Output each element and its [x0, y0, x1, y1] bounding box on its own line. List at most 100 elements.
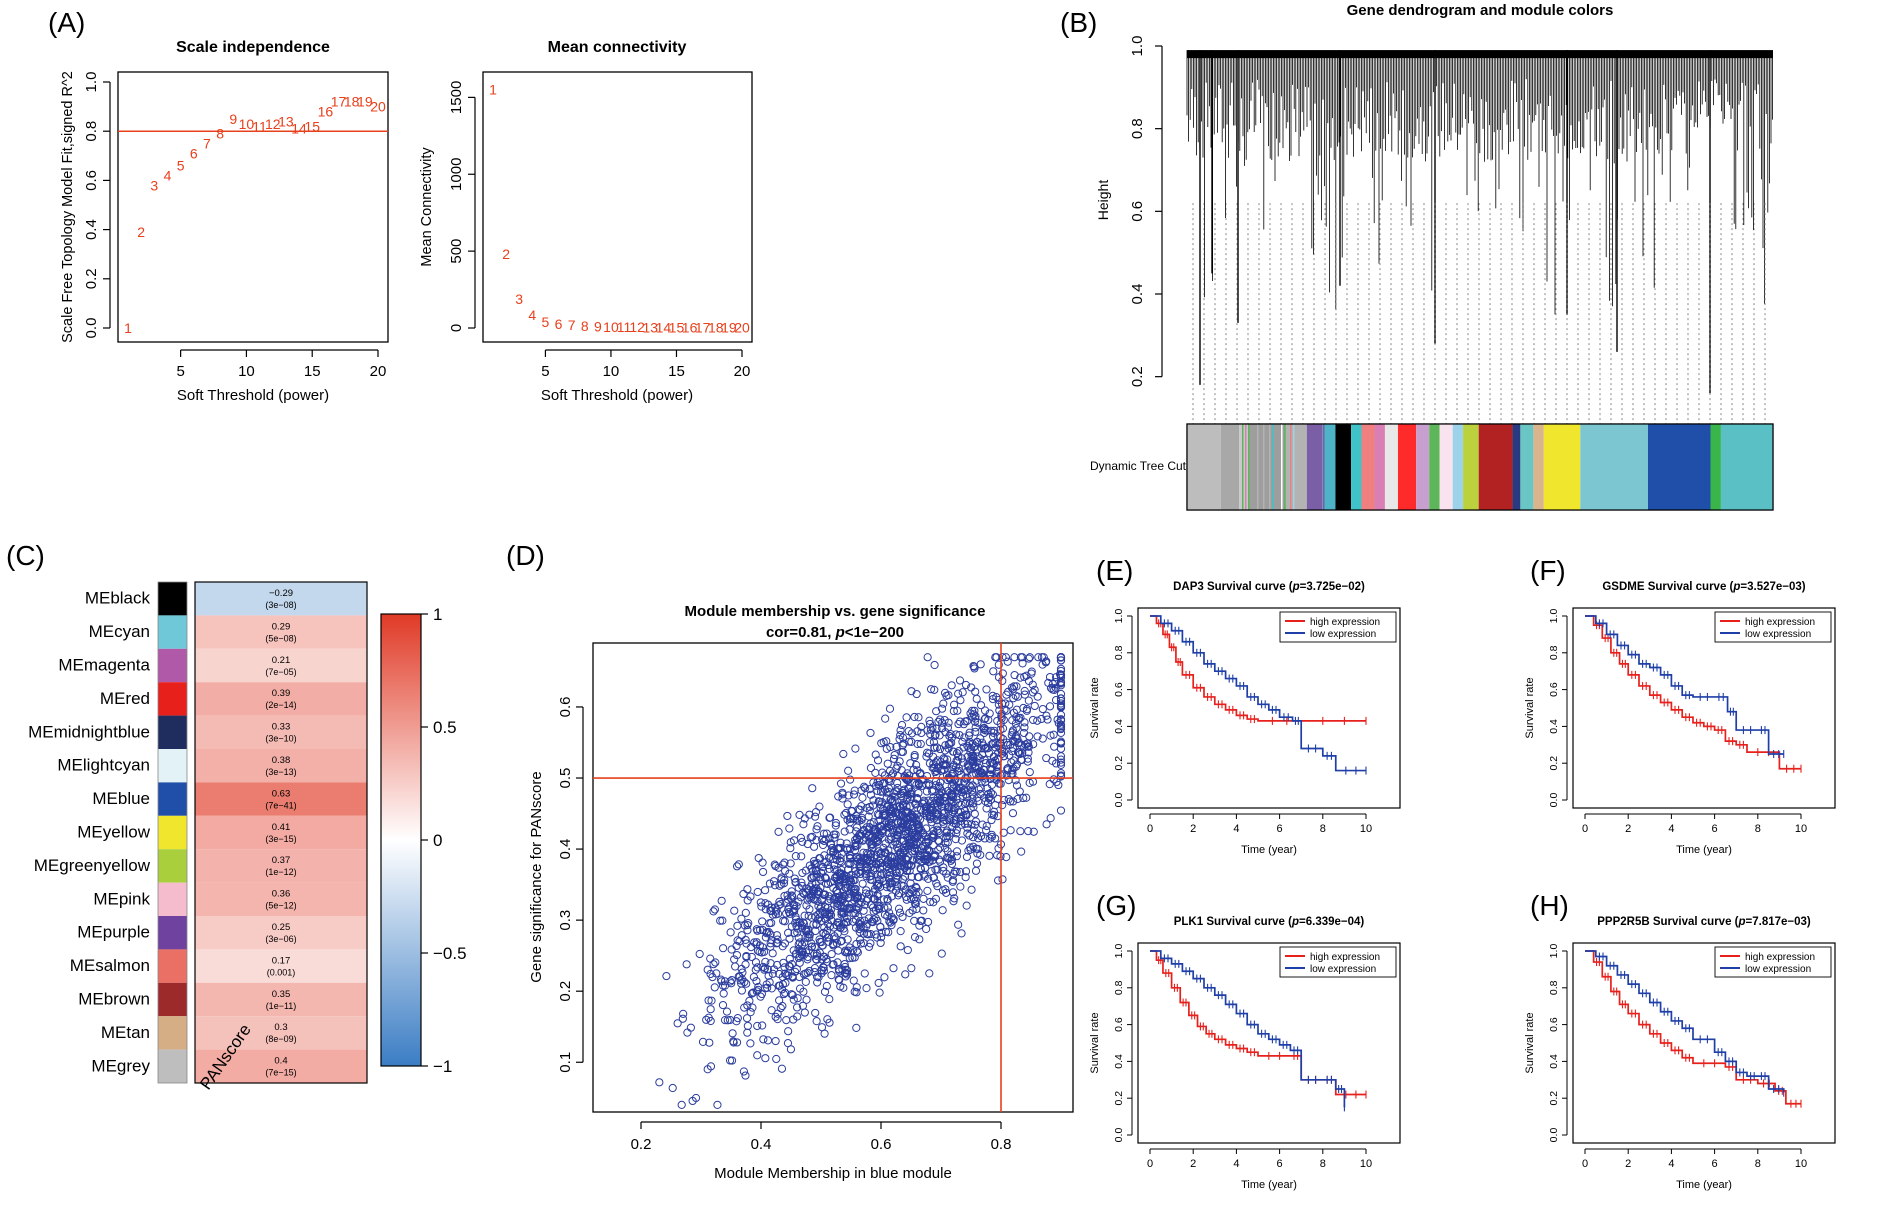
row-label: MEblue: [92, 789, 150, 808]
scatter-point: [935, 731, 944, 740]
chart-title: DAP3 Survival curve (p=3.725e−02): [1173, 581, 1365, 593]
scatter-point: [856, 939, 866, 948]
scatter-point: [894, 826, 904, 835]
scatter-point: [950, 867, 959, 876]
point-label: 17: [695, 320, 711, 336]
module-color-segment: [1429, 424, 1440, 510]
scatter-point: [850, 860, 859, 869]
scatter-point: [872, 930, 881, 939]
y-tick-label: 0.3: [557, 910, 574, 931]
point-label: 7: [203, 136, 211, 152]
scatter-point: [890, 797, 899, 806]
scatter-point: [980, 834, 989, 843]
scatter-point: [925, 969, 934, 978]
scatter-point: [756, 992, 765, 1001]
swatch-frame: [157, 581, 188, 1084]
scatter-point: [735, 972, 744, 981]
title-gene: GSDME Survival curve (: [1602, 581, 1733, 593]
scatter-point: [841, 808, 851, 818]
scatter-point: [967, 712, 976, 721]
y-axis-label: Survival rate: [1524, 1012, 1536, 1073]
scatter-point: [957, 754, 967, 763]
scatter-point: [732, 862, 742, 871]
scatter-point: [835, 976, 844, 985]
scatter-point: [915, 823, 924, 832]
scatter-point: [799, 820, 808, 829]
scatter-point: [998, 653, 1007, 662]
scatter-point: [949, 797, 958, 807]
scatter-point: [854, 903, 863, 913]
scatter-point: [770, 881, 780, 890]
x-tick-label: 0: [1582, 823, 1588, 835]
scatter-point: [1006, 826, 1015, 835]
scatter-point: [829, 923, 839, 932]
scatter-point: [849, 790, 859, 799]
scatter-point: [1042, 753, 1051, 763]
scatter-point: [743, 885, 752, 894]
scatter-point: [931, 851, 940, 861]
scatter-point: [907, 964, 916, 973]
scatter-point: [956, 807, 965, 817]
scatter-point: [810, 812, 820, 821]
scatter-point: [706, 954, 715, 963]
scatter-point: [785, 962, 794, 971]
y-tick-label: 0.2: [1113, 1091, 1125, 1106]
scatter-point: [919, 799, 928, 808]
scatter-point: [789, 1015, 798, 1024]
scatter-point: [969, 803, 978, 812]
module-stripe: [1272, 424, 1274, 510]
scatter-point: [898, 800, 907, 809]
scatter-point: [929, 873, 939, 882]
scatter-point: [806, 882, 815, 891]
scatter-point: [785, 824, 794, 833]
scatter-point: [903, 793, 912, 802]
scatter-point: [879, 809, 889, 818]
scatter-point: [947, 804, 956, 813]
scatter-point: [759, 962, 768, 972]
scatter-point: [727, 1056, 737, 1065]
scatter-point: [846, 775, 855, 784]
y-tick-label: 0.2: [557, 981, 574, 1002]
y-tick-label: 0.6: [1113, 682, 1125, 697]
y-tick-label: 0.2: [1548, 1091, 1560, 1106]
scatter-point: [891, 867, 900, 876]
scatter-point: [976, 734, 985, 743]
scatter-point: [934, 836, 943, 845]
scatter-point: [800, 814, 809, 823]
scatter-point: [758, 867, 768, 877]
scatter-point: [742, 979, 751, 988]
scatter-point: [788, 907, 797, 916]
scatter-point: [790, 874, 799, 883]
scatter-point: [848, 904, 857, 913]
scatter-point: [866, 790, 875, 799]
scatter-point: [917, 826, 926, 835]
y-tick-label: 1.0: [1548, 609, 1560, 624]
scatter-point: [752, 987, 761, 996]
scatter-point: [907, 737, 916, 746]
scatter-point: [961, 873, 970, 882]
scatter-point: [807, 873, 816, 882]
scatter-point: [908, 856, 917, 865]
scatter-point: [883, 759, 892, 768]
scatter-point: [917, 916, 926, 925]
point-label: 8: [581, 318, 589, 334]
scatter-point: [860, 969, 869, 978]
scatter-point: [764, 971, 773, 980]
scatter-point: [931, 730, 940, 739]
scatter-point: [941, 741, 950, 750]
scatter-point: [813, 978, 822, 987]
scatter-point: [1022, 671, 1031, 680]
point-label: 14: [291, 121, 307, 137]
scatter-point: [740, 977, 749, 987]
chart-title: PLK1 Survival curve (p=6.339e−04): [1174, 916, 1365, 928]
scatter-point: [780, 963, 789, 972]
scatter-point: [852, 988, 861, 997]
scatter-point: [703, 965, 712, 974]
scatter-point: [1038, 734, 1047, 743]
scatter-point: [932, 707, 941, 716]
scatter-point: [831, 818, 841, 828]
point-label: 15: [669, 320, 685, 336]
scatter-point: [1025, 767, 1034, 777]
scatter-point: [829, 895, 838, 904]
high-expression-curve: [1150, 950, 1366, 1096]
